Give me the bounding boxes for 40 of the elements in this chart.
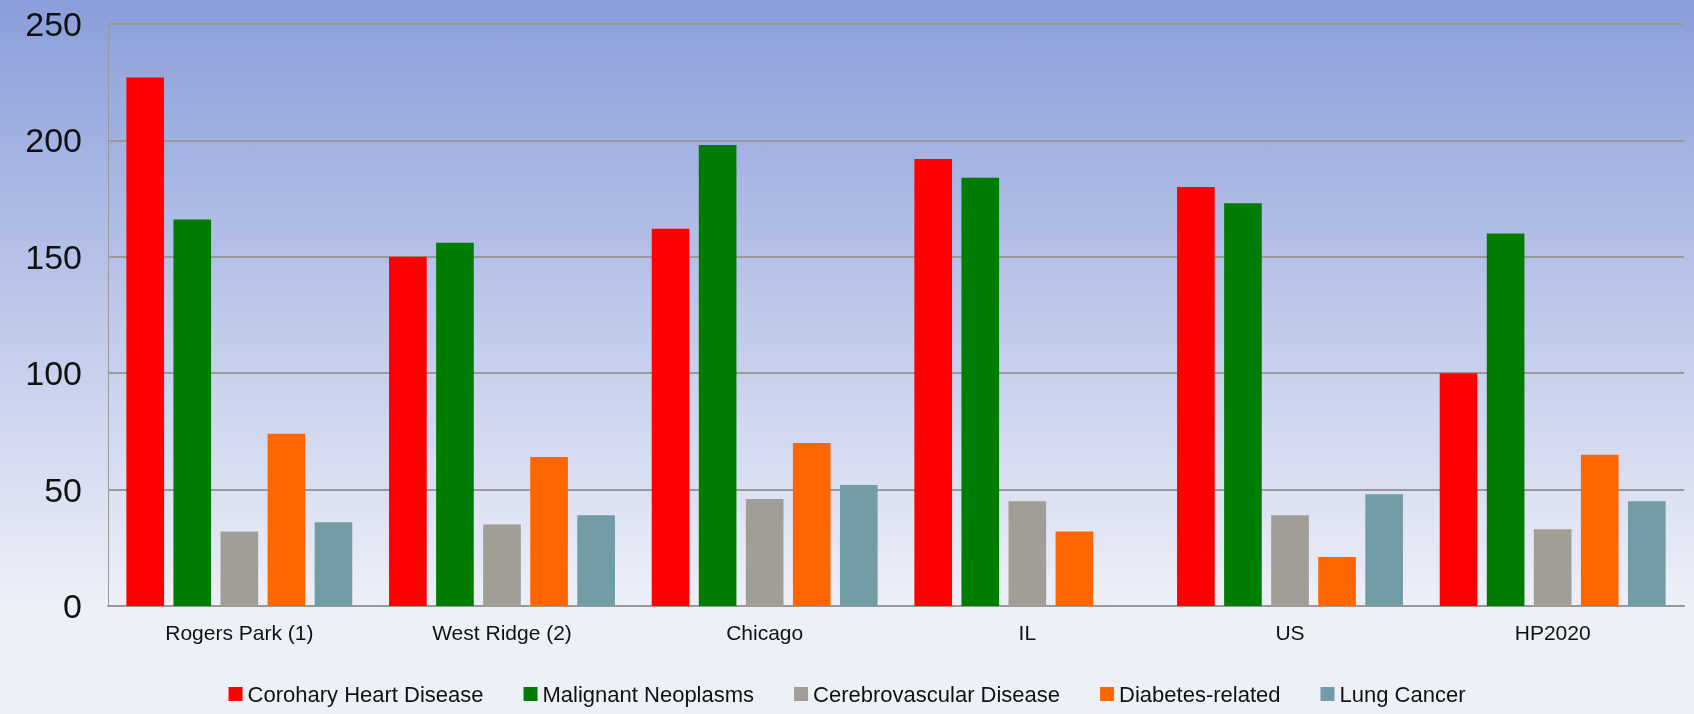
bar: [651, 228, 690, 606]
bar: [1439, 373, 1478, 606]
bar: [173, 219, 212, 606]
bar: [530, 457, 568, 606]
bar: [436, 242, 474, 606]
bar: [914, 159, 953, 606]
bar: [698, 145, 737, 606]
bar: [1486, 233, 1525, 606]
x-tick-label: West Ridge (2): [432, 621, 572, 644]
x-tick-label: IL: [1018, 621, 1037, 644]
bar: [314, 522, 353, 606]
bar: [1177, 186, 1215, 606]
bar: [961, 177, 1000, 606]
y-tick-label: 200: [25, 121, 82, 160]
bar: [1365, 494, 1403, 606]
x-tick-label: Chicago: [726, 621, 804, 644]
x-tick-label: Rogers Park (1): [165, 621, 314, 644]
bar: [389, 256, 427, 606]
legend-label: Lung Cancer: [1339, 681, 1466, 707]
y-tick-label: 150: [25, 237, 82, 276]
legend-label: Malignant Neoplasms: [542, 681, 755, 707]
bar: [839, 484, 878, 606]
x-tick-label: US: [1275, 621, 1305, 644]
y-tick-label: 50: [44, 470, 82, 509]
bar: [1055, 531, 1094, 606]
legend-label: Diabetes-related: [1119, 681, 1281, 707]
bar: [126, 77, 165, 606]
y-tick-label: 100: [25, 354, 82, 393]
bar: [1580, 454, 1619, 606]
y-tick-label: 0: [63, 587, 82, 625]
y-tick-label: 250: [25, 5, 82, 43]
bar: [792, 443, 831, 606]
x-tick-label: HP2020: [1514, 621, 1591, 644]
bar: [577, 515, 615, 606]
bar: [1627, 501, 1666, 606]
legend-label: Corohary Heart Disease: [247, 681, 484, 707]
legend-label: Cerebrovascular Disease: [813, 681, 1061, 707]
bar: [1318, 557, 1356, 606]
bar: [267, 433, 306, 606]
bar: [1224, 203, 1262, 606]
